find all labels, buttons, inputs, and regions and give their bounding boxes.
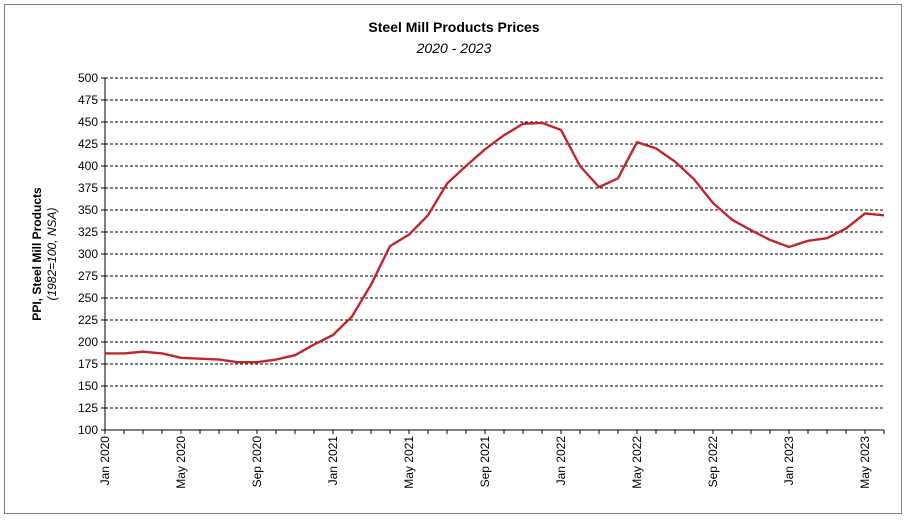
- y-tick-label: 175: [78, 357, 98, 371]
- gridlines: [105, 77, 884, 409]
- y-axis-label-note: (1982=100, NSA): [45, 207, 59, 300]
- x-tick-label: May 2020: [174, 436, 188, 489]
- y-tick-label: 300: [78, 247, 98, 261]
- y-tick-label: 500: [78, 71, 98, 85]
- chart-frame: [4, 4, 902, 514]
- y-tick-label: 150: [78, 379, 98, 393]
- x-tick-label: May 2021: [402, 436, 416, 489]
- x-tick-label: Sep 2020: [250, 436, 264, 488]
- x-tick-label: Jan 2021: [326, 436, 340, 486]
- y-tick-label: 275: [78, 269, 98, 283]
- y-tick-label: 450: [78, 115, 98, 129]
- y-tick-label: 200: [78, 335, 98, 349]
- series-line: [105, 121, 885, 364]
- y-tick-label: 125: [78, 401, 98, 415]
- x-tick-label: May 2023: [858, 436, 872, 489]
- chart-title: Steel Mill Products Prices: [368, 19, 539, 35]
- y-axis-label: PPI, Steel Mill Products: [30, 187, 44, 321]
- x-tick-label: Jan 2020: [98, 436, 112, 486]
- x-axis-ticks: Jan 2020 May 2020 Sep 2020 Jan 2021 May 2021…: [98, 430, 885, 489]
- y-tick-label: 350: [78, 203, 98, 217]
- axes: [104, 78, 884, 431]
- y-tick-label: 100: [78, 423, 98, 437]
- x-tick-label: May 2022: [630, 436, 644, 489]
- y-tick-label: 225: [78, 313, 98, 327]
- y-axis-ticks: 100 125 150 175 200 225 250 275 300 325 350 375 400 4…: [78, 71, 105, 437]
- x-tick-label: Sep 2021: [478, 436, 492, 488]
- x-tick-label: Jan 2022: [554, 436, 568, 486]
- y-tick-label: 400: [78, 159, 98, 173]
- y-tick-label: 425: [78, 137, 98, 151]
- x-tick-label: Jan 2023: [782, 436, 796, 486]
- y-tick-label: 475: [78, 93, 98, 107]
- y-tick-label: 250: [78, 291, 98, 305]
- chart-subtitle: 2020 - 2023: [416, 40, 492, 56]
- y-tick-label: 375: [78, 181, 98, 195]
- y-tick-label: 325: [78, 225, 98, 239]
- x-tick-label: Sep 2022: [706, 436, 720, 488]
